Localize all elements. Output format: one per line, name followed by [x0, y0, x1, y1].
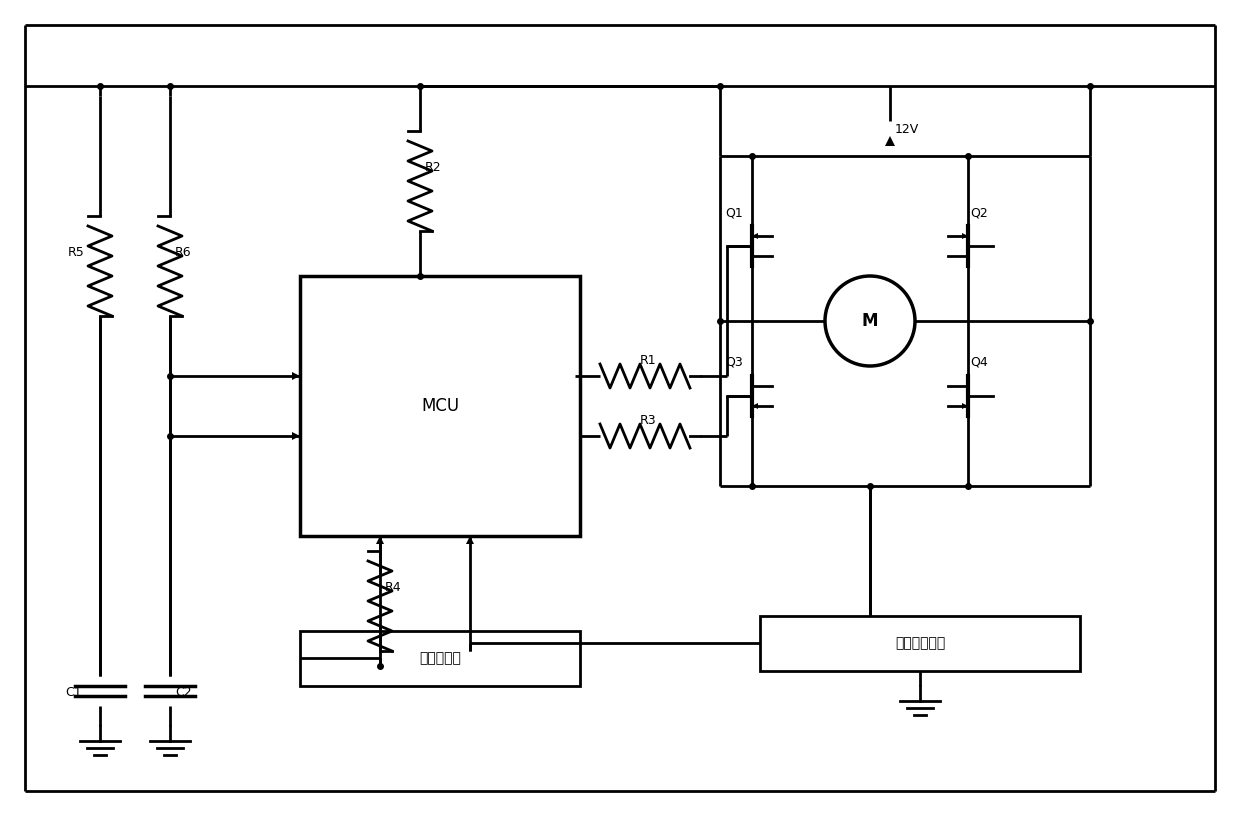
- Text: R1: R1: [640, 354, 657, 367]
- Text: Q1: Q1: [725, 206, 743, 219]
- Polygon shape: [466, 536, 474, 544]
- Text: Q4: Q4: [970, 356, 988, 369]
- Text: R2: R2: [425, 161, 441, 174]
- Bar: [300, 631, 580, 686]
- Text: 位置传感器: 位置传感器: [419, 651, 461, 666]
- Polygon shape: [751, 233, 758, 239]
- Text: MCU: MCU: [420, 397, 459, 415]
- Text: R5: R5: [68, 246, 84, 259]
- Polygon shape: [291, 372, 300, 380]
- Polygon shape: [376, 536, 384, 544]
- Polygon shape: [751, 403, 758, 409]
- Bar: [300, 276, 580, 536]
- Text: R4: R4: [384, 581, 402, 594]
- Text: M: M: [862, 312, 878, 330]
- Text: R3: R3: [640, 414, 657, 427]
- Circle shape: [825, 276, 915, 366]
- Polygon shape: [962, 403, 968, 409]
- Text: R6: R6: [175, 246, 192, 259]
- Polygon shape: [291, 432, 300, 440]
- Polygon shape: [885, 136, 895, 146]
- Bar: [760, 616, 1080, 671]
- Text: 电流采样电路: 电流采样电路: [895, 636, 945, 650]
- Text: Q2: Q2: [970, 206, 988, 219]
- Text: C2: C2: [175, 686, 192, 699]
- Text: Q3: Q3: [725, 356, 743, 369]
- Polygon shape: [962, 233, 968, 239]
- Text: 12V: 12V: [895, 123, 919, 136]
- Text: C1: C1: [64, 686, 82, 699]
